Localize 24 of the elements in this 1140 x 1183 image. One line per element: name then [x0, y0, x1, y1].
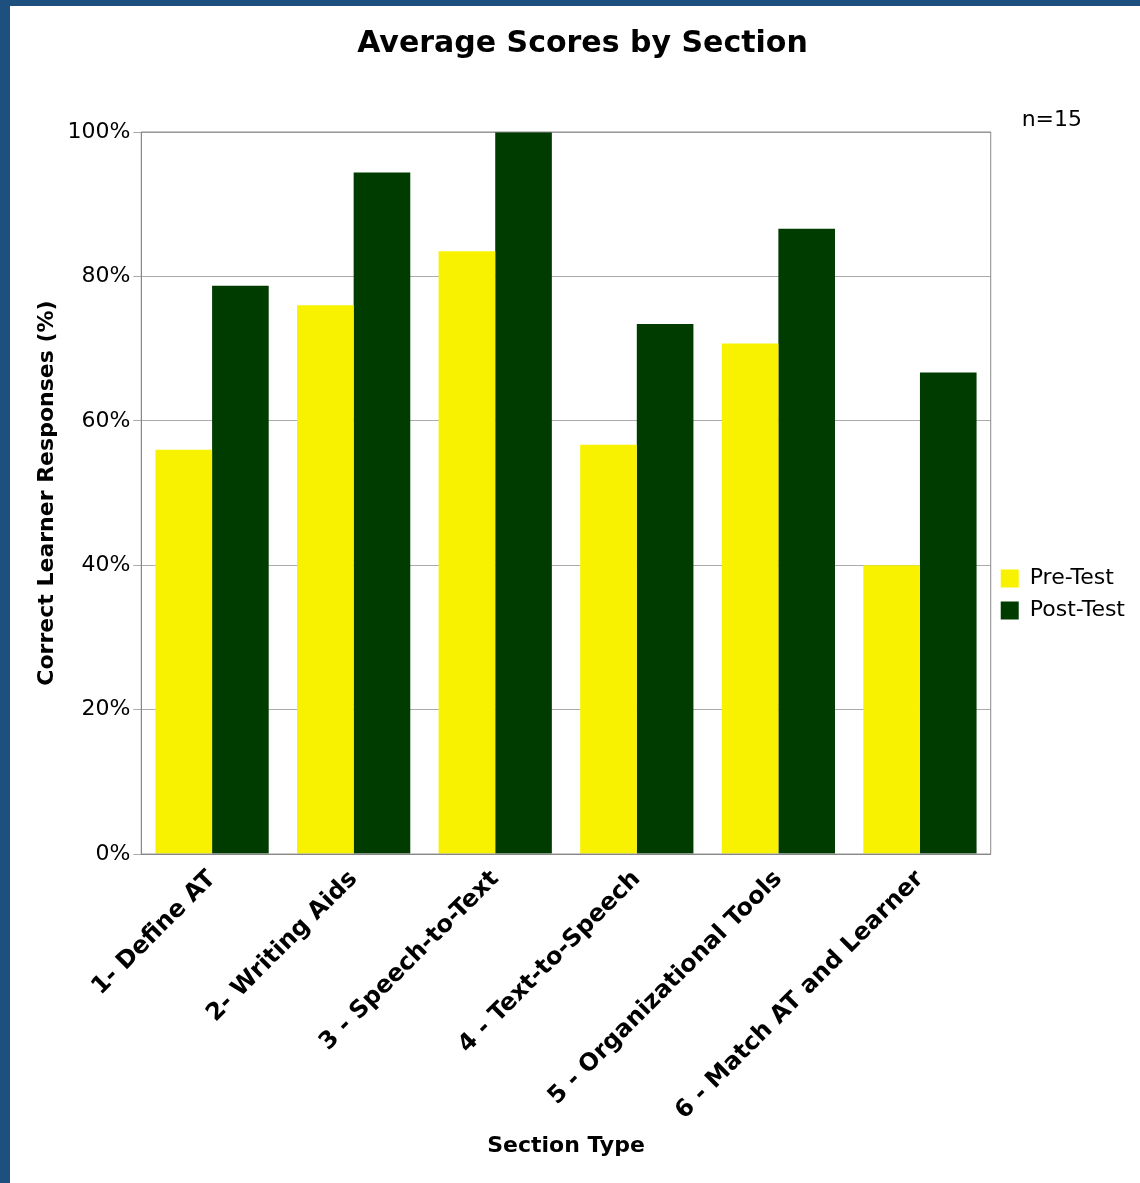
legend-label: Pre-Test — [1029, 564, 1115, 590]
bar — [438, 251, 496, 854]
y-tick-label: 60% — [81, 406, 131, 432]
bar — [721, 343, 779, 854]
x-axis-title: Section Type — [487, 1131, 645, 1157]
text: n=15 — [1021, 106, 1082, 131]
y-tick-label: 100% — [67, 117, 131, 143]
bar — [297, 305, 354, 854]
y-axis-title: Correct Learner Responses (%) — [32, 300, 58, 686]
bar — [212, 285, 269, 854]
bar — [353, 172, 411, 854]
y-tick-label: 20% — [81, 695, 131, 721]
bar — [580, 444, 637, 854]
y-tick-label: 0% — [95, 839, 131, 865]
chart-title: Average Scores by Section — [357, 23, 808, 59]
y-tick-label: 80% — [81, 262, 131, 288]
bar — [778, 228, 835, 854]
bar — [495, 132, 552, 854]
legend-label: Post-Test — [1029, 596, 1126, 622]
bar — [155, 449, 213, 854]
bar — [919, 372, 977, 854]
bar — [636, 324, 694, 854]
y-tick-label: 40% — [81, 550, 131, 576]
bar — [863, 565, 920, 854]
